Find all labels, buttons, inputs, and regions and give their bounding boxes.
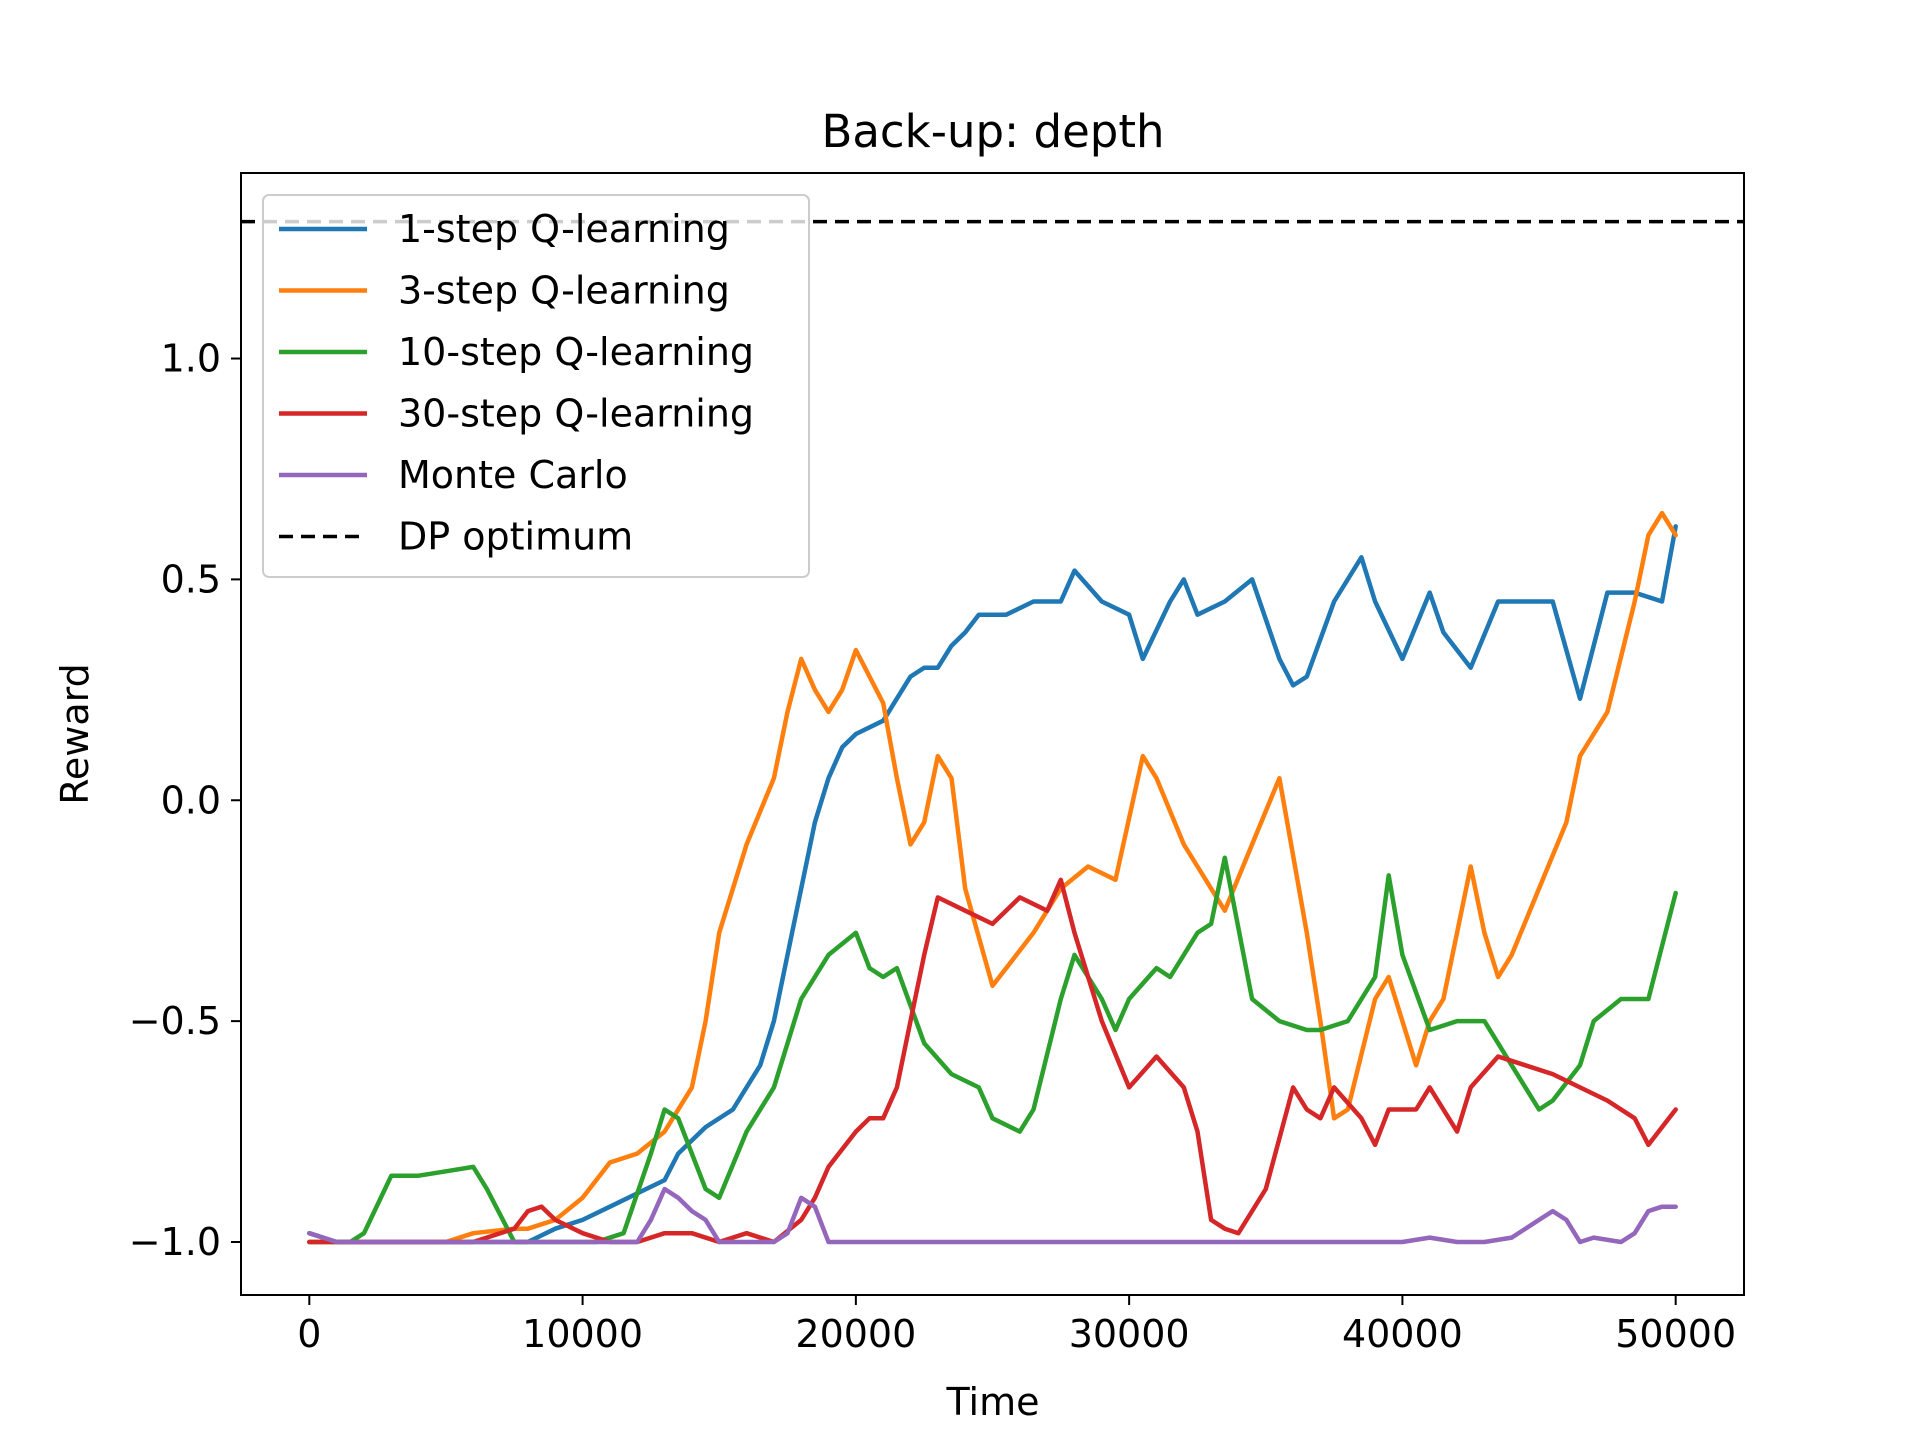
series-line-monte-carlo <box>307 1186 1678 1245</box>
legend-label-dp-optimum: DP optimum <box>398 515 633 559</box>
x-tick-label: 50000 <box>1615 1312 1736 1356</box>
legend-label-monte-carlo: Monte Carlo <box>398 453 628 497</box>
y-tick-label: 0.5 <box>161 557 221 601</box>
x-tick-label: 0 <box>297 1312 321 1356</box>
plot-frame <box>240 172 1745 1296</box>
y-axis-title: Reward <box>53 663 97 805</box>
legend-label-30-step-q-learning: 30-step Q-learning <box>398 392 754 436</box>
legend-box <box>262 194 810 578</box>
series-line-1-step-q-learning <box>307 524 1678 1245</box>
x-axis-title: Time <box>946 1380 1040 1424</box>
legend-label-10-step-q-learning: 10-step Q-learning <box>398 330 754 374</box>
x-axis: 0 10000 20000 30000 40000 50000 <box>297 1295 1736 1356</box>
legend-label-1-step-q-learning: 1-step Q-learning <box>398 207 730 251</box>
y-tick-label: −1.0 <box>129 1220 221 1264</box>
chart-title: Back-up: depth <box>821 105 1164 158</box>
y-tick-label: −0.5 <box>129 999 221 1043</box>
x-tick-label: 10000 <box>522 1312 643 1356</box>
y-tick-label: 0.0 <box>161 778 221 822</box>
legend-entries: 1-step Q-learning 3-step Q-learning 10-ste… <box>279 207 754 559</box>
legend-label-3-step-q-learning: 3-step Q-learning <box>398 269 730 313</box>
y-tick-label: 1.0 <box>161 337 221 381</box>
series-line-3-step-q-learning <box>307 510 1678 1245</box>
x-tick-label: 20000 <box>795 1312 916 1356</box>
y-axis: −1.0 −0.5 0.0 0.5 1.0 <box>129 337 241 1264</box>
x-tick-label: 40000 <box>1342 1312 1463 1356</box>
legend: 1-step Q-learning 3-step Q-learning 10-ste… <box>262 194 810 578</box>
x-tick-label: 30000 <box>1069 1312 1190 1356</box>
